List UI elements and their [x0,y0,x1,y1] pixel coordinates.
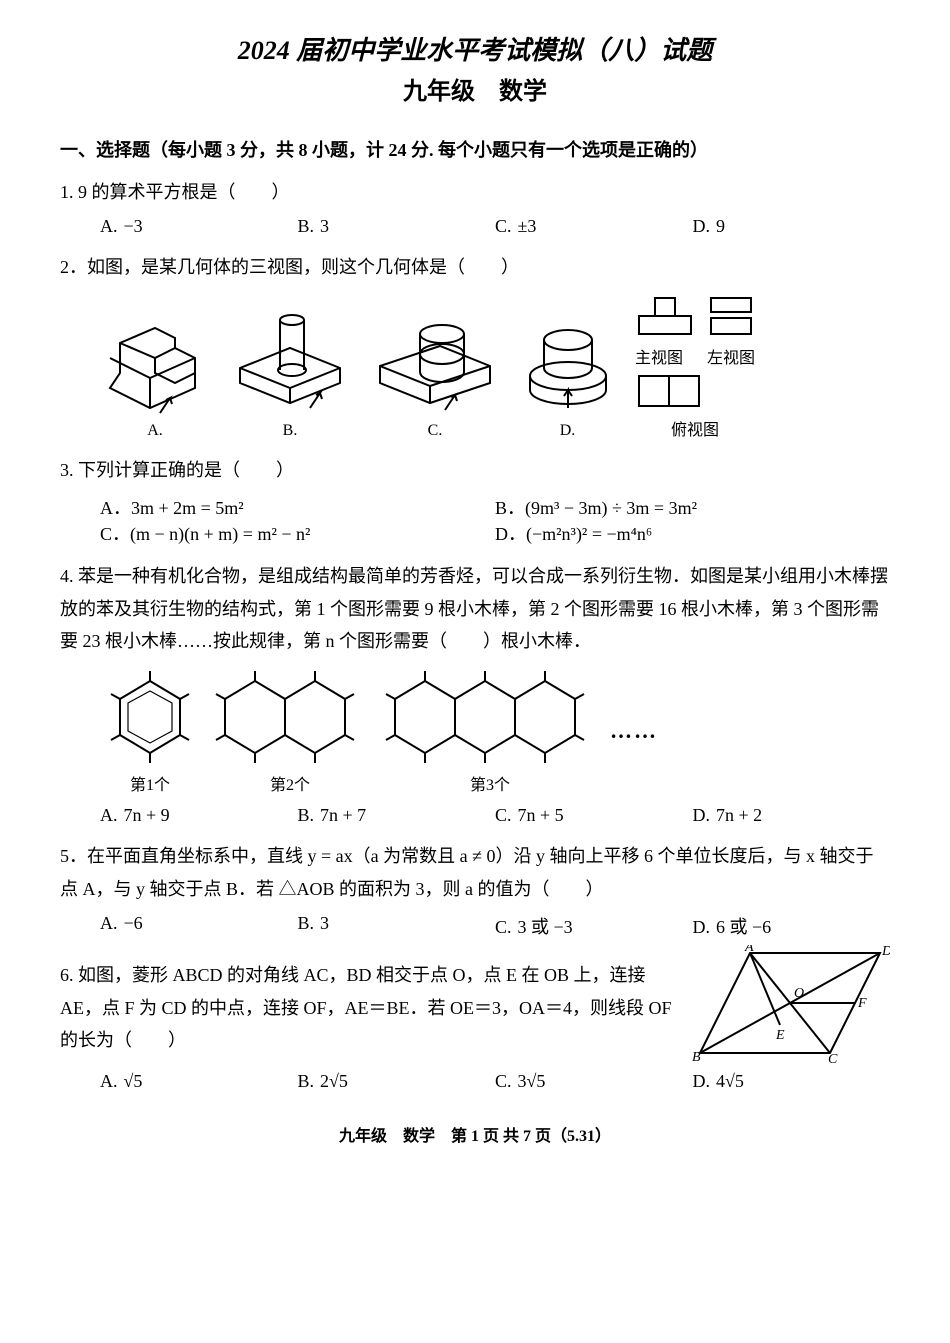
side-view-label: 左视图 [707,344,755,368]
q4-option-b: B.7n + 7 [298,805,496,826]
q3-option-c: C．(m − n)(n + m) = m² − n² [100,520,495,546]
q2-label-b: B. [230,422,350,440]
solid-c-icon [370,318,500,418]
q3-option-d: D．(−m²n³)² = −m⁴n⁶ [495,520,890,546]
top-view-label: 俯视图 [635,416,755,440]
q3-stem: 3. 下列计算正确的是（ ） [60,454,890,486]
side-view-icon [707,294,755,340]
q5-option-b: B.3 [298,913,496,939]
q2-stem: 2．如图，是某几何体的三视图，则这个几何体是（ ） [60,251,890,283]
q6-options: A.√5 B.2√5 C.3√5 D.4√5 [100,1071,890,1092]
q4-fig-2: 第2个 [210,667,370,795]
lbl-D: D [881,945,890,959]
q4-fig-3: 第3个 [380,667,600,795]
q3-option-a: A．3m + 2m = 5m² [100,494,495,520]
rhombus-diagram-icon: A D B C O E F [690,945,890,1065]
top-view: 俯视图 [635,372,755,440]
lbl-O: O [794,986,804,1001]
front-view: 主视图 [635,294,695,368]
q4-options: A.7n + 9 B.7n + 7 C.7n + 5 D.7n + 2 [100,805,890,826]
q5-stem: 5．在平面直角坐标系中，直线 y = ax（a 为常数且 a ≠ 0）沿 y 轴… [60,840,890,905]
q4-fig-1: 第1个 [100,667,200,795]
lbl-A: A [744,945,754,955]
q6-stem: 6. 如图，菱形 ABCD 的对角线 AC，BD 相交于点 O，点 E 在 OB… [60,959,680,1056]
q2-fig-d: D. [520,318,615,440]
q1-option-d: D.9 [693,216,891,237]
q2-fig-b: B. [230,308,350,440]
benzene-3-icon [380,667,600,767]
benzene-1-icon [100,667,200,767]
q6-option-b: B.2√5 [298,1071,496,1092]
q4-figures: 第1个 第2个 [100,667,890,795]
lbl-E: E [775,1028,785,1043]
q2-label-d: D. [520,422,615,440]
q4-cap-1: 第1个 [100,771,200,795]
q2-fig-a: A. [100,318,210,440]
q4-option-c: C.7n + 5 [495,805,693,826]
q1-option-b: B.3 [298,216,496,237]
sub-title: 九年级 数学 [60,71,890,106]
section-1-heading: 一、选择题（每小题 3 分，共 8 小题，计 24 分. 每个小题只有一个选项是… [60,136,890,162]
side-view: 左视图 [707,294,755,368]
solid-d-icon [520,318,615,418]
q1-options: A.−3 B.3 C.±3 D.9 [100,216,890,237]
lbl-F: F [857,996,867,1011]
q5-options: A.−6 B.3 C.3 或 −3 D.6 或 −6 [100,913,890,939]
q3-options: A．3m + 2m = 5m² B．(9m³ − 3m) ÷ 3m = 3m² … [100,494,890,546]
solid-a-icon [100,318,210,418]
q4-stem: 4. 苯是一种有机化合物，是组成结构最简单的芳香烃，可以合成一系列衍生物．如图是… [60,560,890,657]
q6-option-c: C.3√5 [495,1071,693,1092]
q1-option-a: A.−3 [100,216,298,237]
q4-option-a: A.7n + 9 [100,805,298,826]
benzene-2-icon [210,667,370,767]
q2-figures: A. B. [100,294,890,440]
q4-option-d: D.7n + 2 [693,805,891,826]
q6-option-a: A.√5 [100,1071,298,1092]
lbl-B: B [692,1050,701,1065]
q6-option-d: D.4√5 [693,1071,891,1092]
q2-label-c: C. [370,422,500,440]
three-views: 主视图 左视图 俯视图 [635,294,755,440]
top-view-icon [635,372,707,412]
q4-cap-3: 第3个 [380,771,600,795]
q5-option-a: A.−6 [100,913,298,939]
q2-fig-c: C. [370,318,500,440]
front-view-label: 主视图 [635,344,695,368]
q4-ellipsis: …… [610,718,658,744]
exam-page: 2024 届初中学业水平考试模拟（八）试题 九年级 数学 一、选择题（每小题 3… [0,0,950,1186]
solid-b-icon [230,308,350,418]
q2-label-a: A. [100,422,210,440]
q4-cap-2: 第2个 [210,771,370,795]
q1-option-c: C.±3 [495,216,693,237]
q3-option-b: B．(9m³ − 3m) ÷ 3m = 3m² [495,494,890,520]
main-title: 2024 届初中学业水平考试模拟（八）试题 [60,30,890,67]
q5-option-d: D.6 或 −6 [693,913,891,939]
q1-stem: 1. 9 的算术平方根是（ ） [60,176,890,208]
q5-option-c: C.3 或 −3 [495,913,693,939]
lbl-C: C [828,1052,838,1065]
page-footer: 九年级 数学 第 1 页 共 7 页（5.31） [60,1122,890,1146]
front-view-icon [635,294,695,340]
q6-block: 6. 如图，菱形 ABCD 的对角线 AC，BD 相交于点 O，点 E 在 OB… [60,945,890,1065]
